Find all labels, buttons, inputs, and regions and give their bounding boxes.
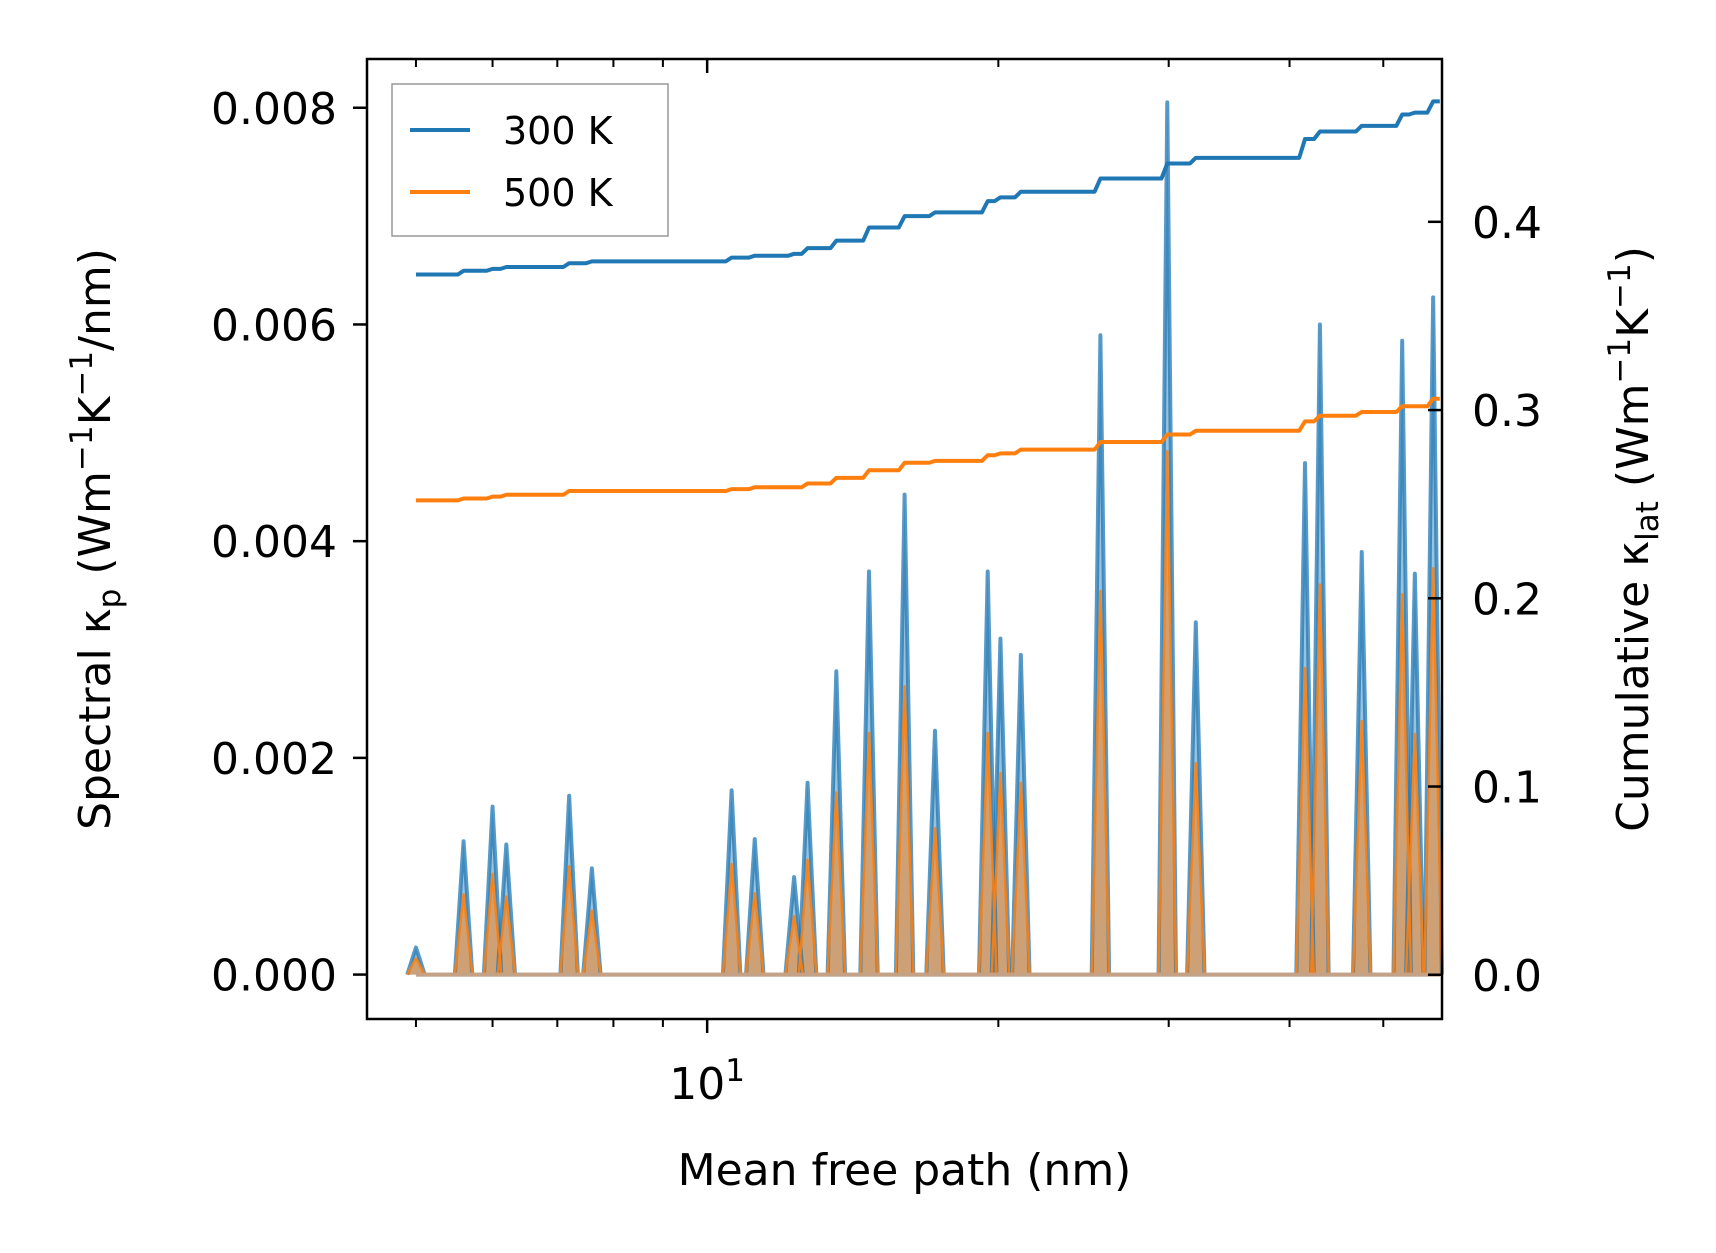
spectral-peak-300-k [858, 569, 880, 975]
spectral-peak-fill-500-k [895, 686, 914, 975]
spectral-peak-fill-500-k [827, 792, 846, 975]
spectral-peak-500-k [1157, 449, 1178, 975]
spectral-peak-fill-500-k [1187, 763, 1205, 975]
spectral-peak-fill-500-k [1311, 584, 1329, 975]
legend: 300 K 500 K [391, 83, 669, 237]
plot-frame [365, 57, 1444, 1021]
cumulative-line-300-k [415, 99, 1440, 277]
right-tick-label: 0.0 [1472, 951, 1542, 1002]
right-tick-label: 0.2 [1472, 574, 1542, 625]
left-tick-label: 0.000 [211, 951, 337, 1002]
spectral-peak-500-k [977, 731, 998, 975]
spectral-peak-300-k [1089, 333, 1112, 975]
spectral-peak-500-k [1090, 589, 1111, 975]
spectral-peak-300-k [558, 793, 580, 975]
spectral-peak-fill-500-k [407, 958, 425, 975]
spectral-peak-fill-500-k [926, 828, 944, 975]
spectral-peak-300-k [1010, 652, 1032, 975]
spectral-peak-300-k [1351, 550, 1373, 975]
spectral-peak-500-k [1423, 567, 1444, 975]
spectral-peak-500-k [581, 909, 602, 975]
spectral-peak-500-k [721, 862, 742, 975]
spectral-peak-500-k [1295, 666, 1315, 975]
left-tick-label: 0.006 [211, 300, 337, 351]
spectral-peak-500-k [1351, 719, 1372, 975]
spectral-peak-500-k [925, 827, 945, 975]
spectral-peak-fill-500-k [1158, 451, 1176, 975]
spectral-peak-500-k [1010, 781, 1031, 975]
spectral-peak-500-k [482, 872, 503, 975]
data-lines [405, 99, 1444, 977]
spectral-peak-fill-500-k [560, 866, 578, 975]
spectral-peak-500-k [1404, 732, 1425, 975]
spectral-peak-300-k [796, 780, 819, 975]
y-axis-title-right: Cumulative κlat (Wm−1K−1) [1602, 246, 1666, 832]
spectral-peak-300-k [989, 636, 1012, 975]
cumulative-line-500-k [415, 396, 1440, 503]
spectral-peak-300-k [1294, 461, 1316, 975]
spectral-peak-300-k [744, 837, 766, 975]
spectral-peak-fill-500-k [454, 894, 473, 975]
spectral-peak-fill-500-k [1091, 591, 1110, 975]
spectral-peak-500-k [894, 685, 915, 975]
spectral-peak-300-k [1185, 620, 1207, 975]
spectral-peak-500-k [559, 864, 580, 975]
spectral-peak-500-k [1392, 593, 1413, 975]
spectral-peak-fill-500-k [798, 859, 817, 975]
spectral-peak-fill-500-k [583, 910, 601, 975]
left-tick-label: 0.004 [211, 517, 337, 568]
axis-ticks: 0.000 0.002 0.004 0.006 0.008 0.0 0.1 0.2 0.3 0.4… [211, 59, 1542, 1110]
right-tick-label: 0.4 [1472, 198, 1542, 249]
spectral-peak-fill-500-k [1353, 721, 1371, 975]
spectral-peak-300-k [581, 866, 603, 975]
legend-label: 300 K [503, 109, 614, 153]
spectral-peak-300-k [924, 728, 946, 975]
y-axis-title-left: Spectral κp (Wm−1K−1/nm) [64, 248, 128, 830]
spectral-peak-fill-500-k [722, 864, 741, 975]
spectral-peak-300-k [481, 804, 504, 975]
spectral-peak-500-k [453, 893, 474, 975]
left-tick-label: 0.002 [211, 734, 337, 785]
spectral-peak-fill-500-k [1296, 667, 1314, 975]
legend-box [391, 83, 669, 237]
legend-label: 500 K [503, 171, 614, 215]
x-axis-title: Mean free path (nm) [678, 1145, 1132, 1196]
spectral-peak-300-k [1422, 295, 1444, 975]
spectral-peak-500-k [797, 858, 818, 975]
spectral-peak-fill-500-k [860, 732, 878, 975]
x-tick-label: 101 [669, 1053, 745, 1110]
spectral-peak-fill-500-k [1012, 782, 1030, 975]
right-tick-label: 0.3 [1472, 386, 1542, 437]
spectral-peak-500-k [1309, 583, 1330, 975]
spectral-peak-300-k [893, 492, 916, 975]
spectral-peak-500-k [1185, 762, 1206, 975]
spectral-peak-300-k [495, 842, 518, 975]
spectral-peak-300-k [1156, 100, 1178, 975]
spectral-peak-fill-500-k [1424, 568, 1442, 975]
spectral-peak-300-k [825, 669, 848, 975]
spectral-peak-500-k [496, 895, 517, 975]
spectral-peak-fill-500-k [483, 873, 502, 975]
spectral-peak-300-k [1309, 322, 1331, 975]
spectral-peak-500-k [859, 731, 879, 975]
spectral-peak-300-k [452, 839, 475, 975]
spectral-peak-fill-500-k [746, 893, 764, 975]
svg-text:Spectral κp (Wm−1K−1/nm): Spectral κp (Wm−1K−1/nm) [64, 248, 128, 830]
right-tick-label: 0.1 [1472, 763, 1542, 814]
spectral-peak-300-k [720, 788, 743, 975]
spectral-peak-500-k [826, 791, 847, 975]
spectral-peak-500-k [406, 957, 426, 976]
spectral-peak-500-k [744, 892, 765, 975]
spectral-peak-300-k [405, 945, 427, 976]
svg-text:Cumulative κlat (Wm−1K−1): Cumulative κlat (Wm−1K−1) [1602, 246, 1666, 832]
axis-titles: Mean free path (nm) Spectral κp (Wm−1K−1/… [64, 246, 1666, 1196]
spectral-peak-500-k [990, 771, 1011, 975]
left-tick-label: 0.008 [211, 84, 337, 135]
spectral-peak-300-k [1391, 338, 1413, 975]
